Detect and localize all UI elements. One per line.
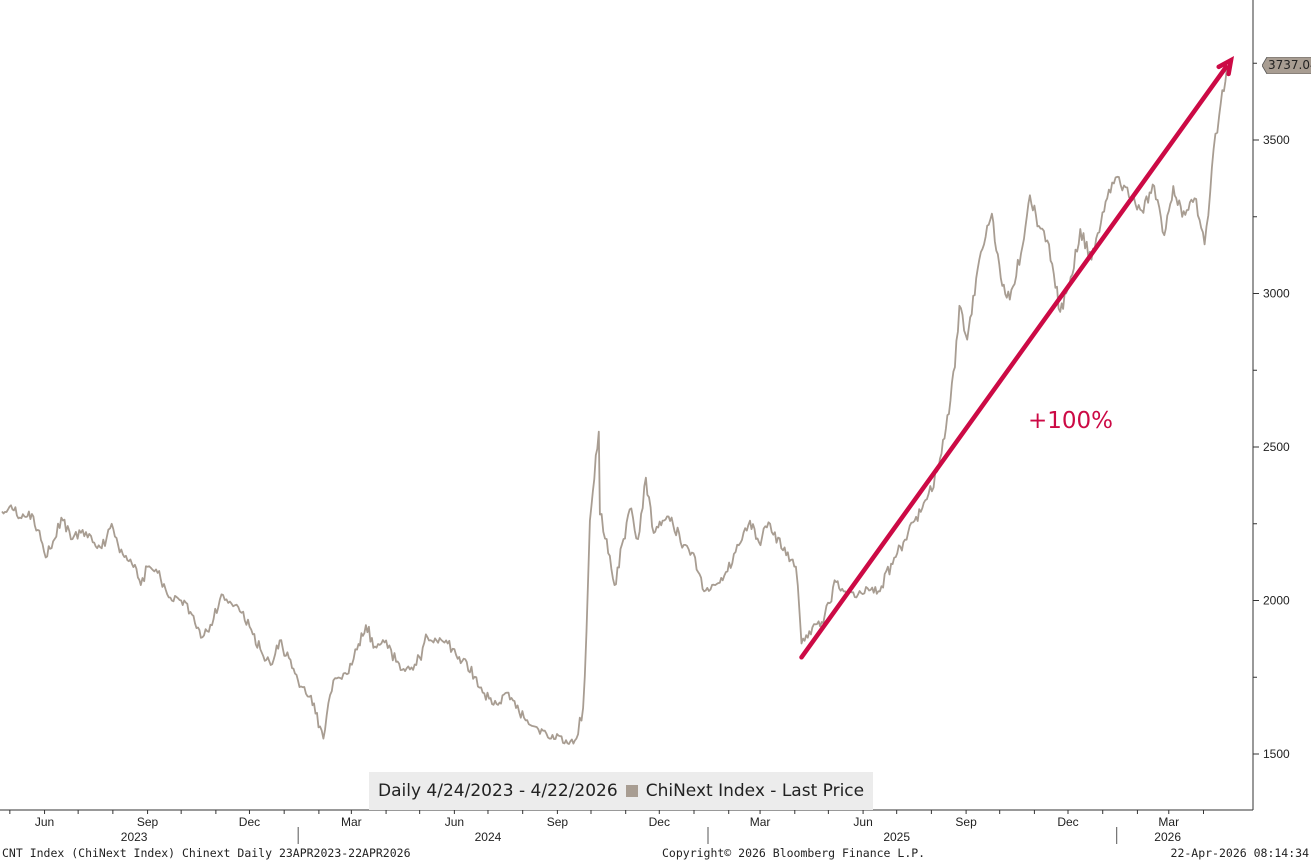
last-price-value: 3737.04 <box>1268 58 1311 72</box>
x-tick-label: Sep <box>137 815 159 829</box>
footer-left: CNT Index (ChiNext Index) Chinext Daily … <box>2 846 411 860</box>
x-year-label: 2023 <box>121 830 148 844</box>
x-tick-label: Sep <box>955 815 977 829</box>
x-tick-label: Dec <box>239 815 260 829</box>
last-price-badge-shape <box>1262 57 1311 74</box>
footer-center: Copyright© 2026 Bloomberg Finance L.P. <box>662 846 926 860</box>
y-tick-label: 3500 <box>1263 133 1290 147</box>
x-tick-label: Dec <box>649 815 670 829</box>
last-price-badge: 3737.04 <box>1262 57 1311 74</box>
x-tick-label: Mar <box>750 815 771 829</box>
y-tick-label: 1500 <box>1263 747 1290 761</box>
series-line-chinext <box>1 67 1228 745</box>
x-year-label: 2025 <box>883 830 910 844</box>
y-tick-label: 2000 <box>1263 594 1290 608</box>
x-tick-label: Sep <box>547 815 569 829</box>
x-tick-label: Jun <box>35 815 54 829</box>
axes: 1500 2000 2500 3000 3500 Jun Sep Dec Mar Jun Sep De… <box>0 0 1290 844</box>
y-tick-label: 2500 <box>1263 440 1290 454</box>
x-tick-label: Jun <box>853 815 872 829</box>
annotation-layer <box>799 55 1235 660</box>
legend: Daily 4/24/2023 - 4/22/2026 ChiNext Inde… <box>369 772 874 810</box>
legend-swatch <box>625 785 638 797</box>
footer-right: 22-Apr-2026 08:14:34 <box>1170 846 1309 860</box>
x-tick-label: Dec <box>1057 815 1078 829</box>
annotation-label: +100% <box>1028 408 1114 434</box>
trend-arrow-head <box>1216 55 1235 77</box>
y-tick-label: 3000 <box>1263 287 1290 301</box>
plot-area <box>1 67 1228 745</box>
x-year-label: 2024 <box>475 830 502 844</box>
legend-period: Daily 4/24/2023 - 4/22/2026 <box>378 781 618 801</box>
x-tick-label: Jun <box>445 815 464 829</box>
x-tick-label: Mar <box>1158 815 1179 829</box>
x-tick-label: Mar <box>341 815 362 829</box>
trend-arrow-shaft <box>799 64 1229 660</box>
x-year-label: 2026 <box>1154 830 1181 844</box>
legend-series-label: ChiNext Index - Last Price <box>645 781 865 801</box>
